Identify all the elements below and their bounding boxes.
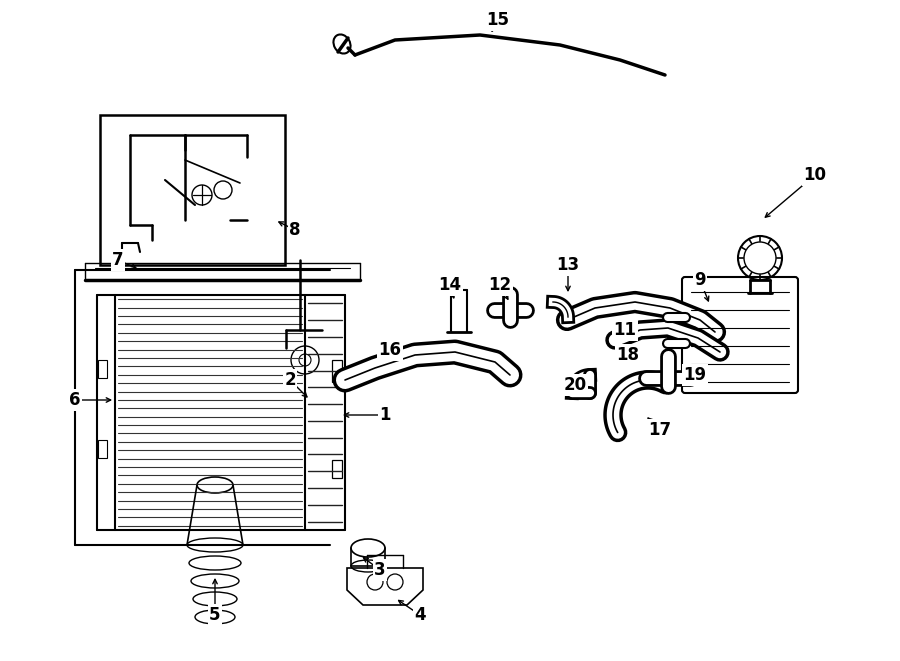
Text: 15: 15	[487, 11, 509, 29]
Text: 11: 11	[614, 321, 636, 339]
Ellipse shape	[334, 34, 350, 54]
Bar	[100, 115, 285, 265]
Text: 16: 16	[379, 341, 401, 359]
Text: 2: 2	[284, 371, 296, 389]
Text: 6: 6	[69, 391, 81, 409]
Bar	[98, 360, 107, 378]
Text: 1: 1	[379, 406, 391, 424]
Text: 14: 14	[438, 276, 462, 294]
Text: 12: 12	[489, 276, 511, 294]
Text: 8: 8	[289, 221, 301, 239]
Text: 17: 17	[648, 421, 671, 439]
Text: 20: 20	[563, 376, 587, 394]
Bar	[98, 440, 107, 458]
Text: 18: 18	[616, 346, 640, 364]
Text: 5: 5	[209, 606, 220, 624]
Text: 9: 9	[694, 271, 706, 289]
Text: 4: 4	[414, 606, 426, 624]
Text: 13: 13	[556, 256, 580, 274]
Text: 10: 10	[804, 166, 826, 184]
Text: 19: 19	[683, 366, 706, 384]
Bar	[332, 360, 342, 382]
Text: 7: 7	[112, 251, 124, 269]
Text: 3: 3	[374, 561, 386, 579]
Bar	[332, 460, 342, 478]
